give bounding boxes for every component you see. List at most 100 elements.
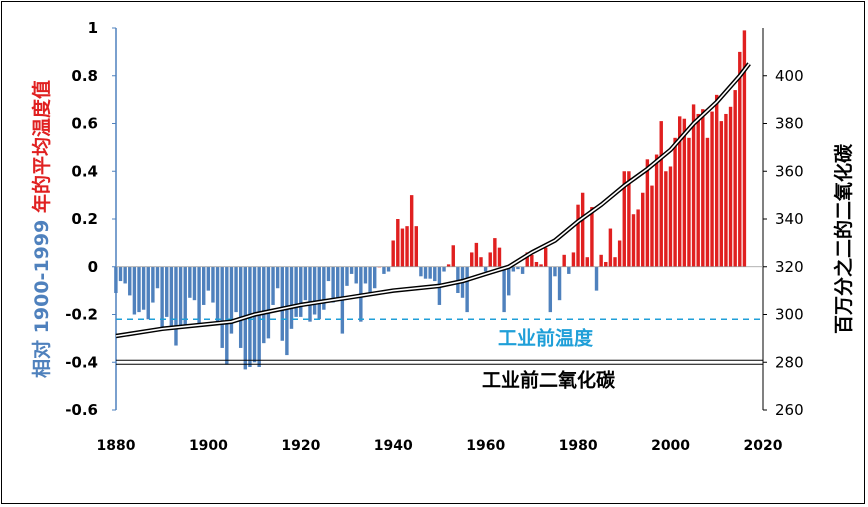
temperature-bar [673, 137, 677, 267]
temperature-bar [604, 261, 608, 267]
temperature-bar [396, 219, 400, 267]
temperature-bar [285, 266, 289, 356]
temperature-bar [141, 266, 146, 310]
temperature-bar [202, 266, 206, 305]
temperature-bar [548, 266, 553, 313]
temperature-bar [599, 254, 603, 267]
left-axis-label-part: 1900-1999 [31, 220, 53, 334]
temperature-bar [132, 266, 137, 315]
temperature-bar [317, 266, 321, 320]
right-tick-label: 300 [775, 306, 804, 324]
temperature-bar [493, 238, 497, 267]
left-tick-label: 0 [88, 258, 98, 276]
temperature-bar [178, 266, 183, 329]
temperature-bar [687, 137, 691, 267]
x-tick-label: 1960 [466, 438, 505, 454]
temperature-bar [234, 266, 238, 313]
temperature-bar [118, 266, 123, 282]
temperature-bar [479, 257, 483, 267]
x-tick-label: 2000 [651, 438, 690, 454]
temperature-bar [442, 266, 446, 272]
co2-line-inner [115, 63, 750, 337]
left-tick-label: -0.4 [65, 353, 98, 371]
temperature-bar [488, 252, 492, 267]
temperature-bar [585, 257, 589, 267]
left-tick-label: 0.6 [71, 115, 98, 133]
temperature-bar [719, 121, 724, 267]
right-tick-label: 360 [775, 162, 804, 180]
temperature-bar [294, 266, 298, 317]
temperature-bar [275, 266, 280, 289]
temperature-bar [659, 121, 663, 267]
temperature-bar [405, 226, 409, 267]
temperature-bar [183, 266, 187, 327]
co2-line-outer [115, 62, 751, 339]
temperature-bar [696, 113, 700, 267]
temperature-bar [238, 266, 243, 348]
temperature-bar [627, 171, 631, 267]
temperature-bar [312, 266, 317, 315]
temperature-bar [303, 266, 308, 301]
temperature-bar [229, 266, 234, 334]
temperature-bar [225, 266, 229, 365]
left-tick-label: -0.6 [65, 401, 98, 419]
temperature-bar [326, 266, 331, 282]
temperature-bar [271, 266, 275, 305]
temperature-bar [151, 266, 155, 303]
preindustrial-co2-line [116, 359, 763, 365]
temperature-bar [146, 266, 150, 320]
preindustrial-co2-label: 工业前二氧化碳 [482, 368, 616, 391]
x-tick-label: 1980 [559, 438, 598, 454]
temperature-bar [197, 266, 201, 325]
temperature-bar [516, 266, 520, 270]
temperature-bar [349, 266, 354, 274]
temperature-bar [562, 254, 566, 267]
temperature-bar [169, 266, 174, 327]
temperature-bar [137, 266, 141, 313]
temperature-bar [331, 266, 335, 303]
temperature-bar [691, 104, 696, 267]
left-axis-ticks: -0.6 -0.4 -0.2 0 0.2 0.4 0.6 0.8 1 [65, 19, 116, 419]
temperature-bar [470, 252, 474, 267]
temperature-bar [446, 264, 451, 267]
right-tick-label: 320 [775, 258, 804, 276]
temperature-bar [724, 113, 728, 267]
temperature-bar [155, 266, 160, 289]
x-tick-label: 1940 [374, 438, 413, 454]
left-tick-label: 0.4 [71, 162, 98, 180]
temperature-bar [682, 118, 687, 267]
x-tick-label: 2020 [744, 438, 783, 454]
temperature-bar [590, 207, 594, 267]
x-axis-ticks: 1880 1900 1920 1940 1960 1980 2000 2020 [97, 438, 783, 454]
temperature-bar [280, 266, 284, 341]
temperature-bar [654, 154, 659, 267]
preindustrial-temperature-label: 工业前温度 [498, 326, 594, 349]
x-tick-label: 1920 [281, 438, 320, 454]
temperature-bar [409, 195, 414, 267]
temperature-bar [266, 266, 271, 339]
left-axis-label: 相对 1900-1999 年的平均温度值 [30, 80, 53, 378]
temperature-bar [174, 266, 178, 346]
x-tick-label: 1880 [97, 438, 136, 454]
temperature-bar [636, 209, 640, 267]
temperature-bar [622, 171, 626, 267]
temperature-bar [123, 266, 127, 284]
temperature-bar [414, 226, 418, 267]
temperature-bar [530, 254, 534, 267]
temperature-bar [220, 266, 224, 348]
temperature-bar [511, 266, 516, 272]
temperature-bar [502, 266, 506, 313]
left-axis-label-part: 相对 [30, 333, 53, 378]
temperature-bar [733, 90, 737, 267]
temperature-bar [192, 266, 197, 301]
temperature-bar [465, 266, 469, 313]
right-tick-label: 340 [775, 210, 804, 228]
temperature-bar [553, 266, 557, 277]
temperature-bar [433, 266, 437, 282]
temperature-bar [289, 266, 294, 329]
right-axis-label: 百万分之二的二氧化碳 [832, 143, 855, 334]
right-tick-label: 280 [775, 353, 804, 371]
temperature-bar [423, 266, 428, 279]
temperature-bar [668, 166, 673, 267]
left-tick-label: 0.8 [71, 67, 98, 85]
